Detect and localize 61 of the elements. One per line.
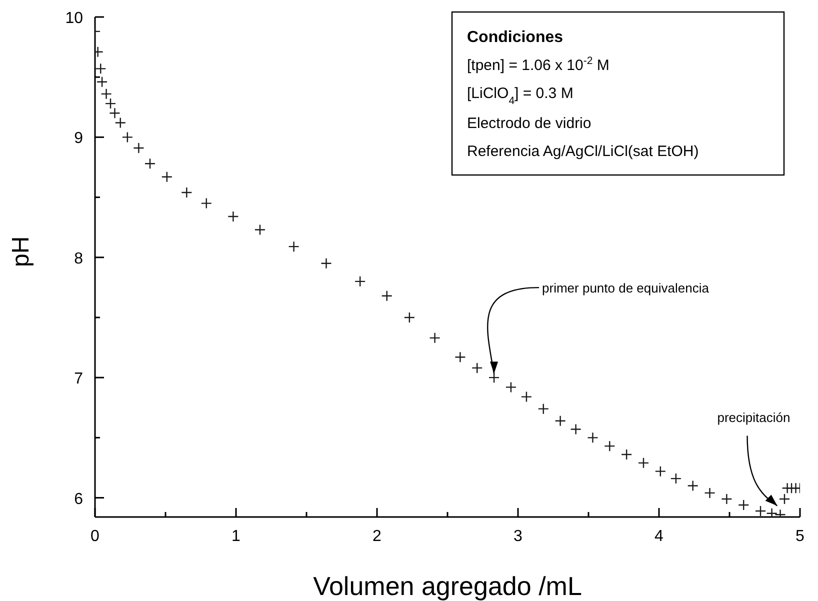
point: [766, 508, 778, 517]
y-axis-title: pH: [8, 236, 35, 267]
y-tick-label: 10: [65, 10, 84, 27]
point: [200, 198, 212, 209]
annotation: [tpen] = 1.06 x 10$^{-2}$ M: [467, 55, 610, 74]
point: [538, 403, 549, 414]
point: [505, 382, 517, 393]
point: [181, 186, 192, 198]
point: [570, 424, 582, 435]
annotation: Condiciones: [467, 29, 564, 46]
point: [687, 480, 698, 492]
x-tick-label: 3: [514, 528, 523, 545]
point: [488, 372, 500, 384]
annotation: [LiClO$_{4}$] = 0.3 M: [467, 85, 574, 107]
point: [95, 63, 106, 74]
point: [670, 472, 682, 484]
annotation: Referencia Ag/AgCl/LiCl(sat EtOH): [467, 143, 699, 160]
point: [288, 240, 300, 252]
point: [354, 276, 366, 288]
point: [254, 224, 266, 236]
point: [109, 108, 120, 119]
y-tick-label: 6: [74, 490, 84, 508]
annotation: Electrodo de vidrio: [467, 115, 592, 132]
point: [654, 466, 666, 477]
point: [520, 391, 532, 402]
point: [104, 98, 116, 110]
point: [604, 440, 616, 452]
point: [404, 312, 416, 324]
annotation: primer punto de equivalencia: [542, 280, 710, 296]
point: [721, 493, 732, 505]
point: [144, 158, 156, 170]
point: [754, 505, 766, 517]
point: [472, 362, 483, 374]
x-tick-label: 5: [796, 528, 805, 545]
y-tick-label: 7: [74, 370, 84, 388]
point: [638, 457, 650, 469]
point: [122, 132, 134, 143]
x-tick-label: 1: [232, 528, 241, 545]
point: [738, 499, 750, 511]
point: [778, 493, 790, 505]
x-tick-label: 0: [90, 528, 100, 545]
point: [100, 88, 112, 100]
y-tick-label: 8: [74, 250, 84, 268]
point: [704, 487, 716, 499]
x-tick-label: 2: [372, 528, 382, 545]
point: [429, 332, 440, 344]
y-tick-label: 9: [74, 130, 84, 148]
x-axis-title: Volumen agregado /mL: [313, 571, 582, 601]
point: [228, 210, 239, 222]
point: [161, 171, 173, 182]
point: [381, 290, 392, 302]
point: [587, 432, 598, 444]
point: [454, 352, 466, 363]
point: [114, 117, 126, 128]
annotation: precipitación: [717, 410, 790, 425]
point: [320, 258, 332, 269]
point: [620, 448, 632, 460]
point: [96, 76, 108, 88]
point: [554, 415, 566, 426]
x-tick-label: 4: [654, 528, 664, 545]
point: [133, 142, 144, 154]
